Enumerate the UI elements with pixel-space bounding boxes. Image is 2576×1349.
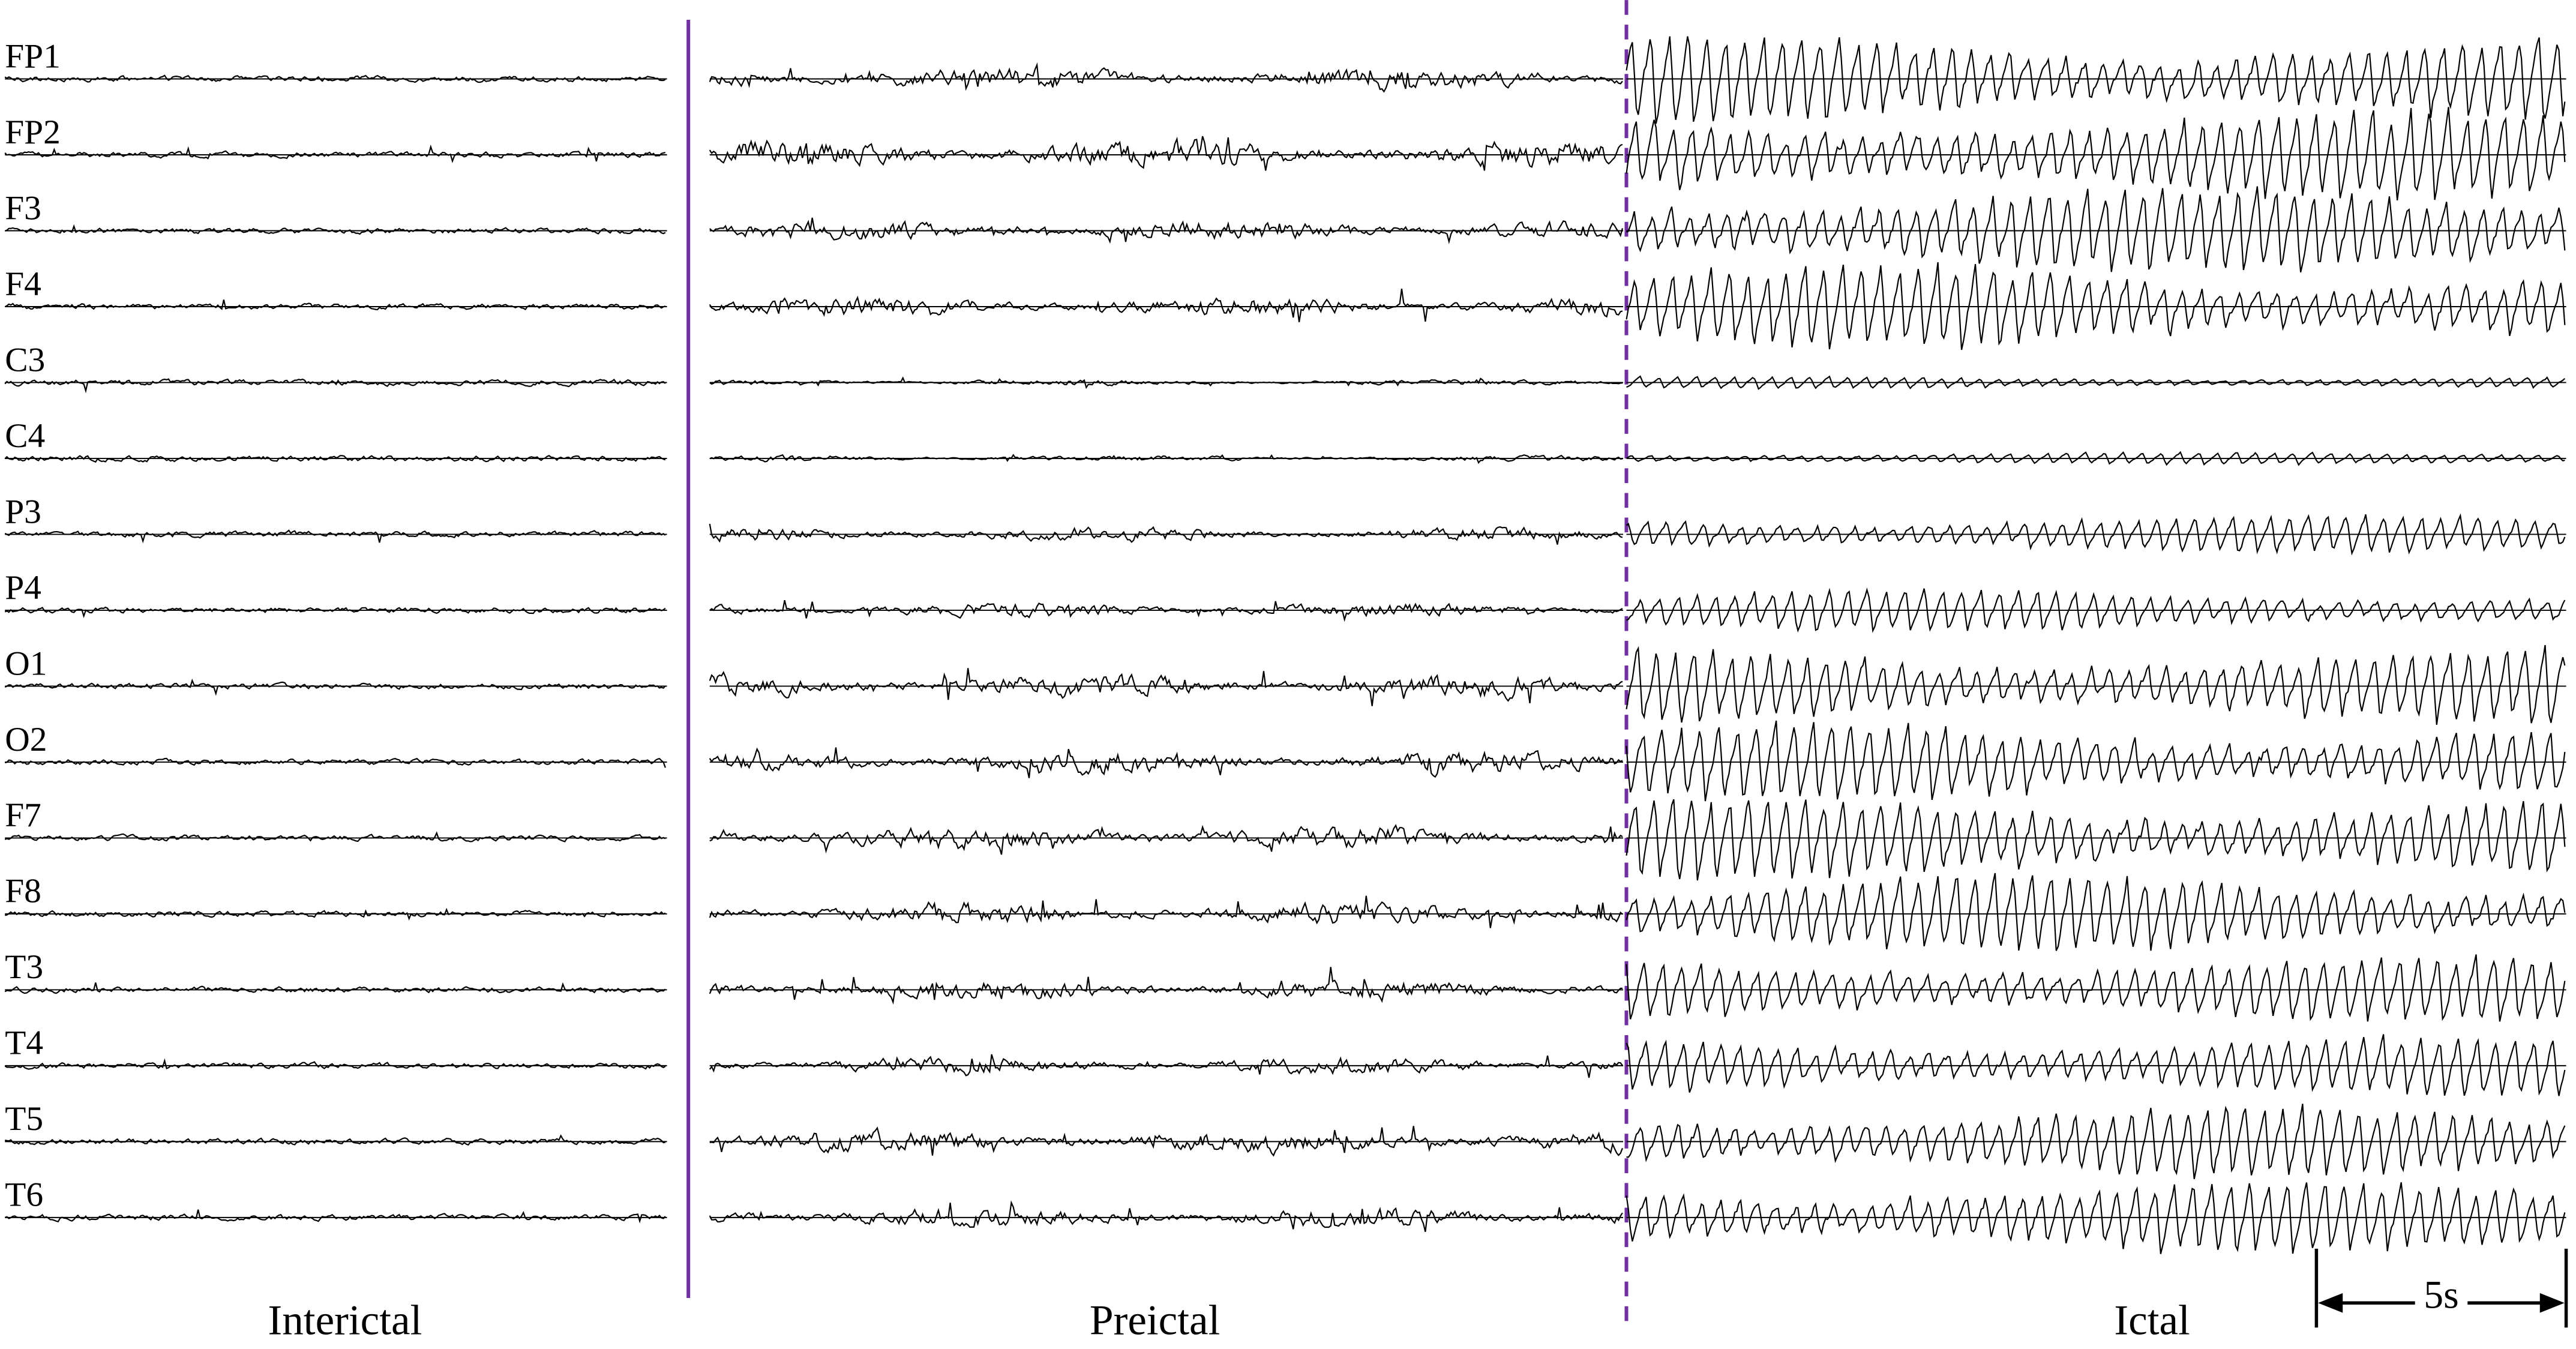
eeg-trace [4,224,666,235]
eeg-trace [1626,954,2566,1022]
eeg-trace [709,136,1623,171]
eeg-trace [1626,1104,2566,1180]
channel-label: FP2 [5,113,61,151]
eeg-trace [1626,1034,2566,1096]
eeg-trace [4,299,666,311]
section-label: Interictal [268,1297,422,1344]
channel-label: C3 [5,341,45,379]
eeg-trace [709,62,1623,93]
channel-label: F3 [5,189,41,227]
eeg-trace [1626,587,2566,633]
eeg-trace [1626,799,2566,881]
eeg-trace [4,529,666,544]
eeg-trace [709,747,1623,778]
arrow-head [2318,1293,2343,1313]
eeg-trace [1626,107,2566,200]
eeg-trace [4,144,666,163]
eeg-trace [709,376,1623,389]
channel-label: O1 [5,644,47,682]
eeg-trace [1626,513,2566,556]
eeg-trace [709,217,1623,244]
eeg-trace [4,907,666,921]
eeg-trace [4,606,666,619]
scale-bar: 5s [2314,1248,2568,1328]
traces [4,36,2566,1254]
channel-label: T5 [5,1100,43,1138]
eeg-trace [4,1058,666,1070]
channel-label: FP1 [5,37,61,75]
eeg-trace [709,1126,1623,1157]
channel-label: T3 [5,948,43,986]
eeg-trace [4,678,666,696]
eeg-trace [4,1209,666,1224]
eeg-trace [709,454,1623,464]
channel-label: F8 [5,873,41,910]
arrow-head [2539,1293,2565,1313]
eeg-trace [1626,36,2566,124]
eeg-trace [4,74,666,83]
eeg-trace [1626,451,2565,466]
eeg-trace [709,668,1623,706]
channel-label: P4 [5,569,41,607]
eeg-trace [709,967,1623,1005]
eeg-trace [709,523,1623,545]
eeg-trace [709,600,1623,622]
scale-label: 5s [2424,1273,2458,1317]
eeg-trace [4,757,666,768]
channel-label: F7 [5,796,41,834]
eeg-trace [1626,873,2566,951]
section-label: Preictal [1090,1297,1220,1344]
eeg-trace [1626,720,2566,802]
channel-label: T6 [5,1176,43,1214]
eeg-trace [4,455,666,463]
eeg-trace [709,1054,1623,1078]
eeg-trace [709,824,1623,855]
channel-label: F4 [5,265,41,303]
section-label: Ictal [2114,1297,2190,1344]
eeg-trace [709,288,1623,322]
eeg-trace [5,1134,666,1146]
eeg-trace [709,895,1623,928]
channel-label: O2 [5,721,47,759]
eeg-trace [1626,186,2566,273]
channel-label: T4 [5,1024,43,1062]
eeg-trace [1626,262,2566,350]
channel-label: C4 [5,417,45,455]
eeg-trace [1626,375,2566,390]
eeg-trace [1626,1182,2566,1254]
eeg-trace [709,1200,1623,1232]
eeg-trace [4,982,666,994]
eeg-trace [1626,644,2566,725]
eeg-trace [4,378,666,394]
channel-label: P3 [5,493,41,530]
eeg-trace [4,831,666,843]
